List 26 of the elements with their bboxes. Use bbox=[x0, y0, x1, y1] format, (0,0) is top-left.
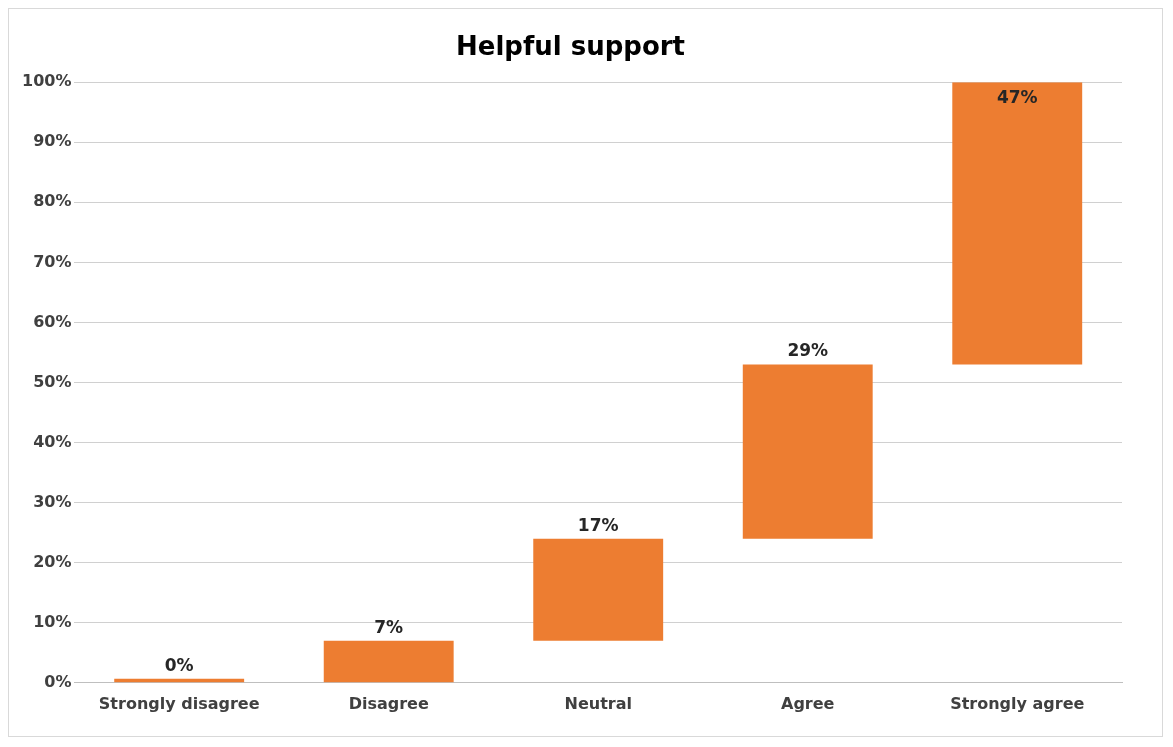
x-tick-label: Neutral bbox=[564, 693, 632, 713]
bar bbox=[952, 82, 1083, 365]
y-tick-label: 0% bbox=[44, 671, 72, 691]
y-tick-label: 70% bbox=[33, 251, 72, 271]
chart-title: Helpful support bbox=[455, 31, 686, 62]
y-tick-label: 60% bbox=[33, 311, 72, 331]
y-tick-label: 100% bbox=[21, 71, 72, 91]
x-tick-label: Strongly disagree bbox=[98, 693, 260, 713]
y-tick-label: 90% bbox=[33, 131, 72, 151]
y-tick-label: 50% bbox=[33, 371, 72, 391]
data-label: 0% bbox=[164, 654, 194, 675]
data-label: 47% bbox=[996, 87, 1038, 108]
y-tick-label: 40% bbox=[33, 431, 72, 451]
bar bbox=[742, 364, 873, 539]
bar bbox=[323, 640, 454, 683]
bar bbox=[533, 538, 664, 641]
x-tick-label: Strongly agree bbox=[950, 693, 1085, 713]
y-tick-label: 10% bbox=[33, 611, 72, 631]
y-tick-label: 20% bbox=[33, 551, 72, 571]
y-tick-label: 80% bbox=[33, 191, 72, 211]
data-label: 7% bbox=[374, 616, 404, 637]
x-tick-label: Agree bbox=[781, 693, 835, 713]
x-tick-label: Disagree bbox=[348, 693, 429, 713]
data-label: 17% bbox=[577, 514, 619, 535]
data-label: 29% bbox=[787, 340, 829, 361]
y-tick-label: 30% bbox=[33, 491, 72, 511]
